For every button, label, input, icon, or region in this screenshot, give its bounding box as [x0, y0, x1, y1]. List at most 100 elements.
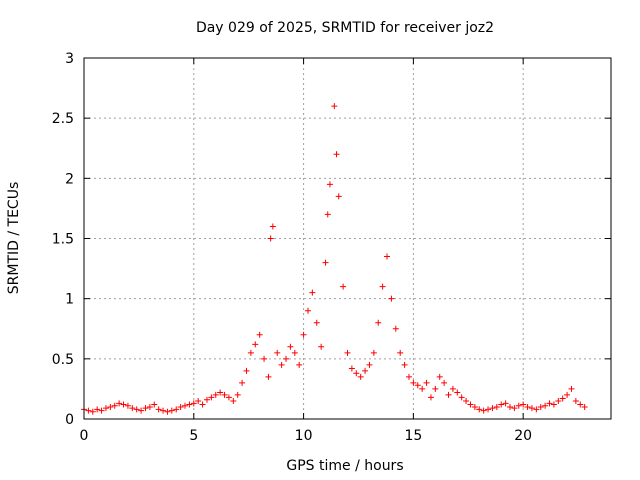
data-point [502, 400, 509, 407]
data-point [164, 408, 171, 415]
data-point [348, 365, 355, 372]
data-point [304, 307, 311, 314]
data-point [476, 406, 483, 413]
data-point [506, 403, 513, 410]
data-point [182, 402, 189, 409]
data-point [283, 355, 290, 362]
data-point [274, 349, 281, 356]
data-point [102, 405, 109, 412]
data-point [353, 370, 360, 377]
x-tick-label: 0 [80, 428, 89, 444]
grid-lines [84, 58, 611, 419]
data-point [463, 397, 470, 404]
data-point [366, 361, 373, 368]
data-point [388, 295, 395, 302]
data-point [151, 401, 158, 408]
data-point [528, 405, 535, 412]
data-point [291, 349, 298, 356]
data-point [410, 379, 417, 386]
data-point [208, 394, 215, 401]
data-points [81, 103, 588, 415]
y-tick-label: 2 [65, 171, 74, 187]
y-tick-label: 1 [65, 292, 74, 308]
data-point [441, 379, 448, 386]
data-point [401, 361, 408, 368]
data-point [230, 397, 237, 404]
data-point [269, 223, 276, 230]
data-point [362, 367, 369, 374]
data-point [467, 401, 474, 408]
data-point [243, 367, 250, 374]
data-point [225, 394, 232, 401]
data-point [458, 394, 465, 401]
data-point [333, 151, 340, 158]
data-point [471, 403, 478, 410]
data-point [419, 385, 426, 392]
data-point [133, 406, 140, 413]
data-point [313, 319, 320, 326]
y-tick-label: 0.5 [52, 352, 74, 368]
x-tick-label: 15 [404, 428, 422, 444]
data-point [146, 403, 153, 410]
data-point [124, 402, 131, 409]
data-point [256, 331, 263, 338]
data-point [212, 391, 219, 398]
data-point [559, 395, 566, 402]
data-point [520, 401, 527, 408]
data-point [217, 389, 224, 396]
data-point [195, 397, 202, 404]
data-point [414, 382, 421, 389]
data-point [555, 397, 562, 404]
data-point [515, 402, 522, 409]
data-point [392, 325, 399, 332]
data-point [427, 394, 434, 401]
data-point [168, 407, 175, 414]
data-point [533, 406, 540, 413]
plot-frame [83, 57, 612, 420]
data-point [449, 385, 456, 392]
data-point [155, 406, 162, 413]
data-point [379, 283, 386, 290]
data-point [186, 401, 193, 408]
data-point [405, 373, 412, 380]
ticks: 0 5 10 15 20 0 0.5 1 1.5 2 2.5 3 [52, 51, 611, 444]
data-point [300, 331, 307, 338]
data-point [340, 283, 347, 290]
data-point [493, 403, 500, 410]
data-point [454, 389, 461, 396]
data-point [318, 343, 325, 350]
x-axis-label: GPS time / hours [286, 458, 403, 474]
data-point [324, 211, 331, 218]
data-point [326, 181, 333, 188]
x-tick-label: 10 [295, 428, 313, 444]
data-point [335, 193, 342, 200]
data-point [116, 400, 123, 407]
data-point [485, 406, 492, 413]
data-point [542, 402, 549, 409]
data-point [564, 391, 571, 398]
data-point [581, 403, 588, 410]
data-point [107, 403, 114, 410]
data-point [234, 391, 241, 398]
x-tick-label: 20 [514, 428, 532, 444]
data-point [138, 407, 145, 414]
data-point [322, 259, 329, 266]
data-point [221, 391, 228, 398]
data-point [173, 406, 180, 413]
y-tick-label: 1.5 [52, 232, 74, 248]
data-point [111, 402, 118, 409]
y-tick-label: 2.5 [52, 111, 74, 127]
data-point [142, 405, 149, 412]
data-point [489, 405, 496, 412]
data-point [160, 407, 167, 414]
y-tick-label: 3 [65, 51, 74, 67]
data-point [261, 355, 268, 362]
data-point [568, 385, 575, 392]
data-point [423, 379, 430, 386]
data-point [252, 341, 259, 348]
data-point [397, 349, 404, 356]
data-point [177, 403, 184, 410]
data-point [445, 391, 452, 398]
data-point [296, 361, 303, 368]
data-point [524, 403, 531, 410]
